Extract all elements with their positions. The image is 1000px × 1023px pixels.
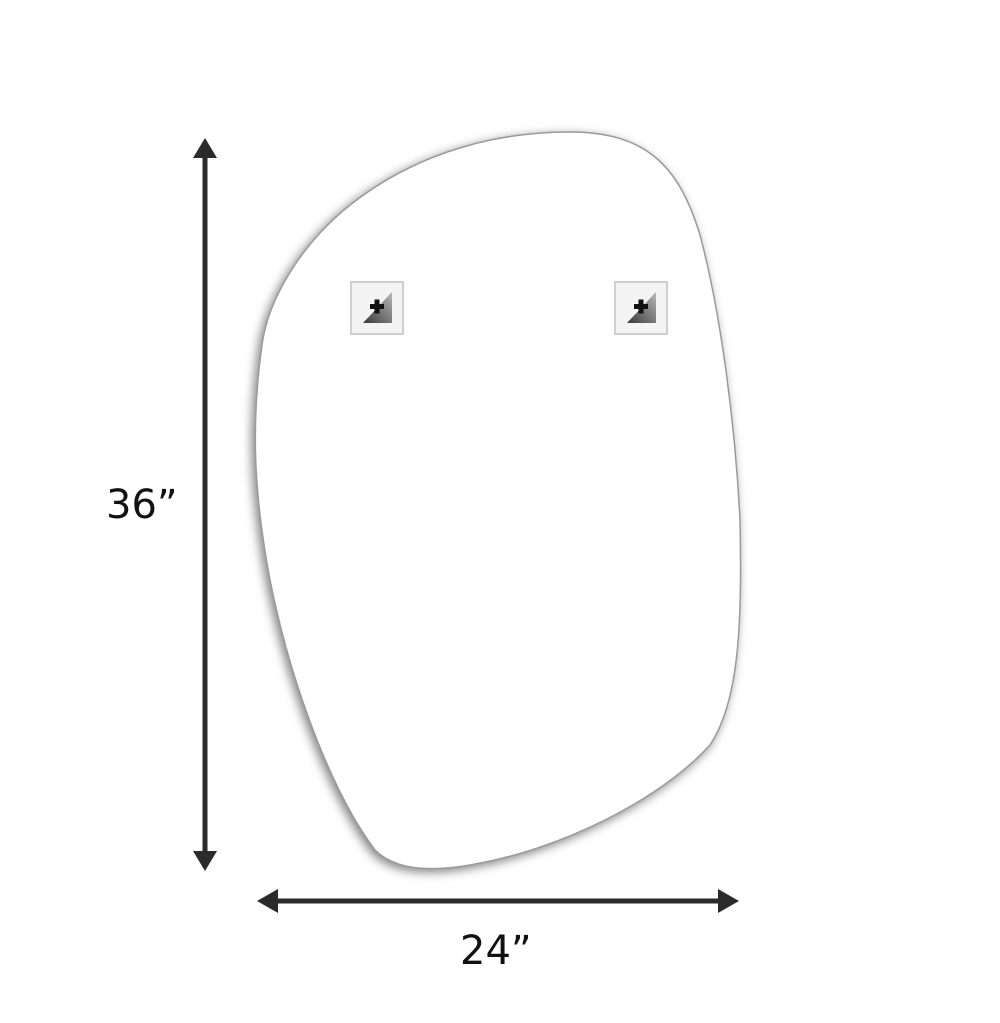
arrow-left-icon: [257, 889, 278, 913]
width-dimension-arrow: [257, 889, 739, 913]
arrow-down-icon: [193, 851, 217, 871]
arrow-up-icon: [193, 138, 217, 158]
arrow-right-icon: [718, 889, 739, 913]
mirror-shape: [254, 131, 742, 870]
width-label: 24”: [460, 928, 532, 974]
hanger-bracket-right: [614, 281, 668, 335]
plus-icon: [634, 299, 648, 314]
height-label: 36”: [106, 482, 178, 528]
hanger-bracket-left: [350, 281, 404, 335]
height-dimension-arrow: [193, 138, 217, 871]
plus-icon: [370, 299, 384, 314]
